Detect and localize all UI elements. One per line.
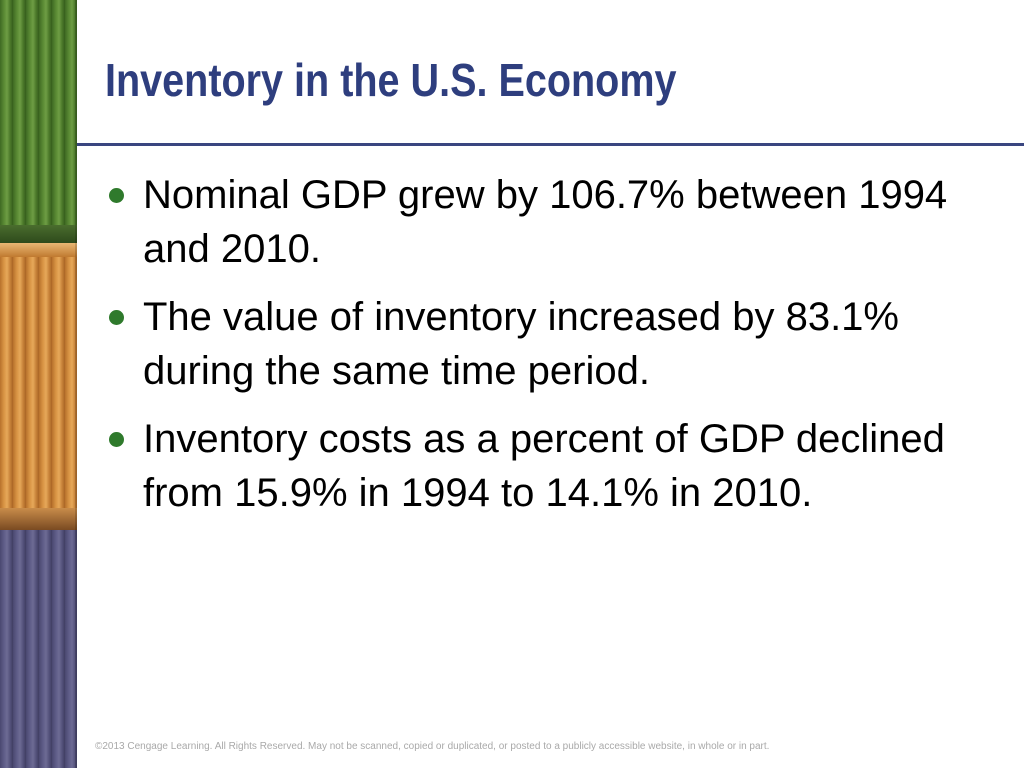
bullet-text: The value of inventory increased by 83.1… [143, 295, 899, 393]
container-shadow [0, 508, 77, 530]
bullet-item: The value of inventory increased by 83.1… [107, 290, 1007, 398]
bullet-list: Nominal GDP grew by 106.7% between 1994 … [107, 168, 1007, 534]
container-edge [0, 243, 77, 257]
shipping-containers-image [0, 0, 77, 768]
container-shadow [0, 225, 77, 243]
bullet-dot-icon [109, 310, 124, 325]
bullet-text: Nominal GDP grew by 106.7% between 1994 … [143, 173, 948, 271]
bullet-dot-icon [109, 432, 124, 447]
bullet-item: Nominal GDP grew by 106.7% between 1994 … [107, 168, 1007, 276]
bullet-item: Inventory costs as a percent of GDP decl… [107, 412, 1007, 520]
slide-title: Inventory in the U.S. Economy [105, 54, 677, 106]
bullet-dot-icon [109, 188, 124, 203]
title-divider [77, 143, 1024, 146]
green-container [0, 0, 77, 240]
copyright-footer: ©2013 Cengage Learning. All Rights Reser… [95, 741, 770, 752]
orange-container [0, 243, 77, 523]
bullet-text: Inventory costs as a percent of GDP decl… [143, 417, 945, 515]
strip-edge [75, 0, 77, 768]
purple-container [0, 530, 77, 768]
